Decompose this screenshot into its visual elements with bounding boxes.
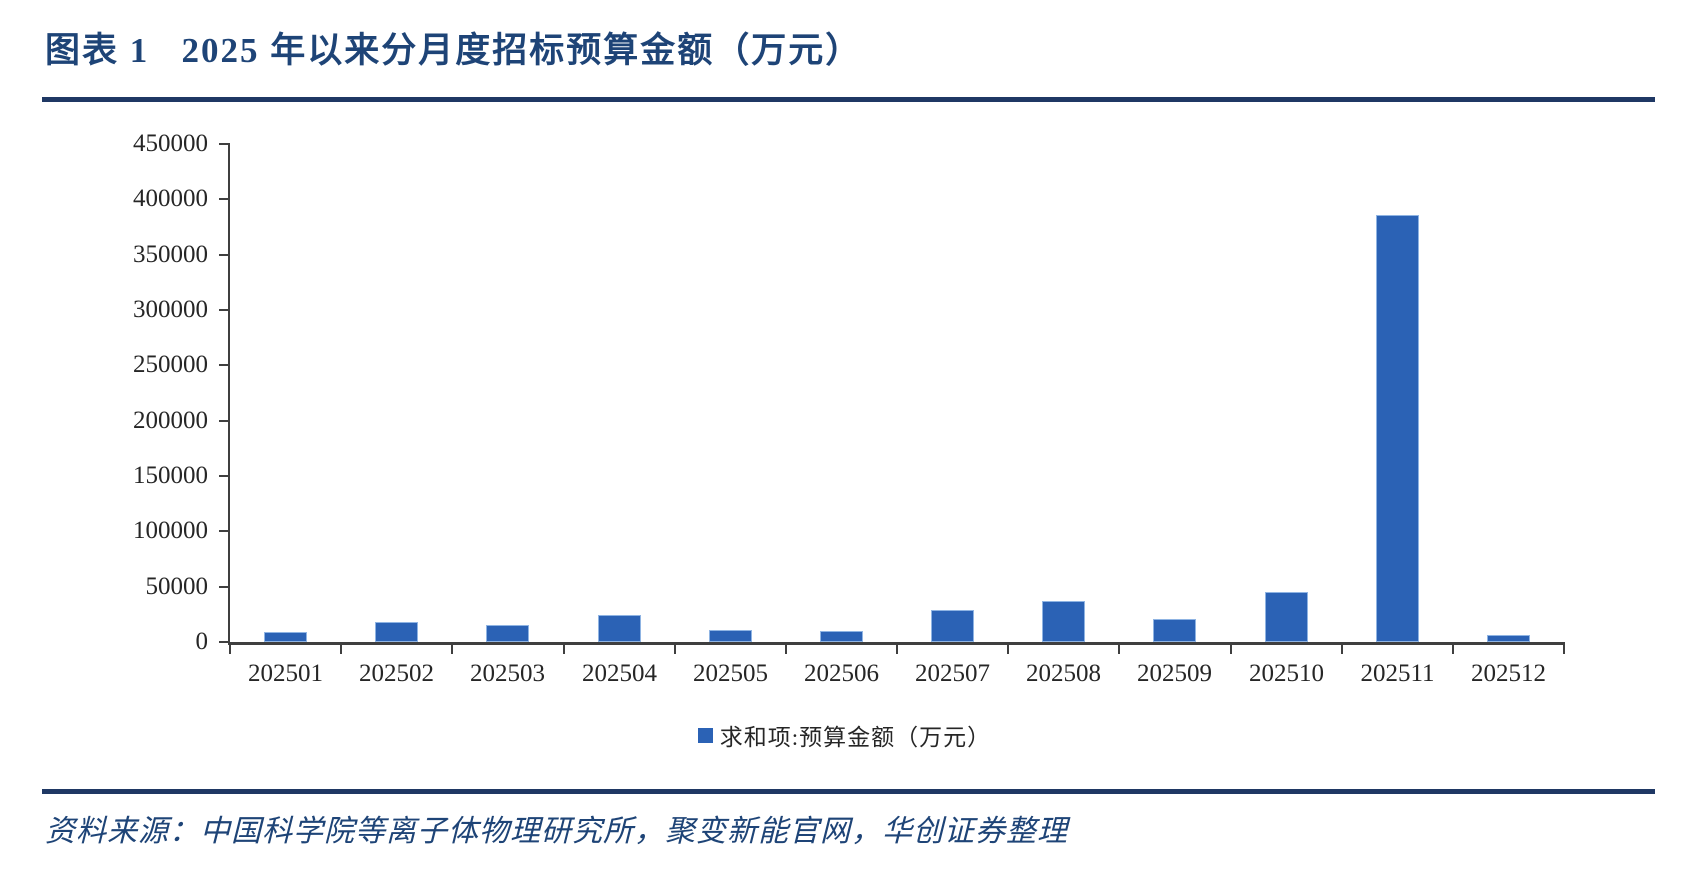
y-axis-tick-label: 100000 <box>133 517 208 545</box>
x-axis-tick <box>1341 642 1343 654</box>
y-axis-tick-label: 250000 <box>133 351 208 379</box>
y-axis-tick <box>219 198 230 201</box>
y-axis-tick <box>219 475 230 477</box>
y-axis-tick-label: 300000 <box>133 296 208 323</box>
bar-chart-plot-area: 0 50000 100000 150000 200000 250000 300000 3500… <box>133 130 1565 687</box>
x-axis-label-202511: 202511 <box>1360 660 1435 687</box>
bar-202511 <box>1376 215 1419 642</box>
bar-202510 <box>1265 592 1308 642</box>
bar-202501 <box>264 632 307 642</box>
y-axis-tick <box>219 419 230 422</box>
title-divider-line <box>42 97 1655 102</box>
legend: 求和项:预算金额（万元） <box>0 718 1689 752</box>
bar-202507 <box>931 610 974 642</box>
y-axis-tick-label: 400000 <box>133 185 208 213</box>
figure-title: 图表 1 2025 年以来分月度招标预算金额（万元） <box>45 31 863 70</box>
y-axis-tick-label: 200000 <box>133 406 208 434</box>
x-axis-tick <box>229 642 231 654</box>
bar-202504 <box>598 615 641 642</box>
x-axis-label-202505: 202505 <box>693 660 768 687</box>
y-axis-tick-label: 0 <box>195 628 209 655</box>
bar-202512 <box>1487 635 1530 642</box>
x-axis-tick <box>451 642 453 654</box>
x-axis-label-202503: 202503 <box>470 660 545 687</box>
x-axis-label-202508: 202508 <box>1026 660 1101 687</box>
x-axis-tick <box>1118 642 1120 654</box>
y-axis-tick <box>219 309 230 311</box>
bar-202508 <box>1042 601 1085 642</box>
y-axis-tick-label: 150000 <box>133 462 208 489</box>
x-axis-tick <box>1452 642 1454 654</box>
footer-divider-line <box>42 789 1655 794</box>
x-axis-label-202506: 202506 <box>804 660 879 687</box>
y-axis-tick <box>219 530 230 533</box>
y-axis-tick <box>219 585 230 588</box>
bar-202509 <box>1153 619 1196 642</box>
x-axis-tick <box>1230 642 1232 654</box>
y-axis-tick-label: 450000 <box>133 130 208 157</box>
x-axis-tick <box>896 642 898 654</box>
source-note: 资料来源：中国科学院等离子体物理研究所，聚变新能官网，华创证券整理 <box>45 815 1068 848</box>
x-axis-label-202509: 202509 <box>1137 660 1212 687</box>
y-axis-tick-label: 50000 <box>145 572 209 600</box>
y-axis-tick <box>219 641 230 643</box>
legend-label: 求和项:预算金额（万元） <box>719 725 992 750</box>
x-axis-label-202504: 202504 <box>582 660 657 687</box>
x-axis-label-202510: 202510 <box>1249 660 1324 687</box>
bar-202503 <box>486 625 529 642</box>
bar-202505 <box>709 630 752 642</box>
x-axis-tick <box>340 642 342 654</box>
x-axis-tick <box>563 642 565 654</box>
x-axis-tick <box>1007 642 1009 654</box>
x-axis-tick <box>1563 642 1565 654</box>
x-axis-label-202501: 202501 <box>248 660 323 687</box>
x-axis-tick <box>674 642 676 654</box>
legend-swatch-icon <box>697 727 713 743</box>
y-axis-tick <box>219 143 230 145</box>
y-axis-tick-label: 350000 <box>133 240 208 268</box>
x-axis-label-202512: 202512 <box>1471 660 1546 687</box>
x-axis-label-202502: 202502 <box>359 660 434 687</box>
y-axis-tick <box>219 253 230 256</box>
y-axis-tick <box>219 364 230 367</box>
bar-202506 <box>820 631 863 642</box>
x-axis-tick <box>785 642 787 654</box>
x-axis-label-202507: 202507 <box>915 660 990 687</box>
bar-202502 <box>375 622 418 642</box>
